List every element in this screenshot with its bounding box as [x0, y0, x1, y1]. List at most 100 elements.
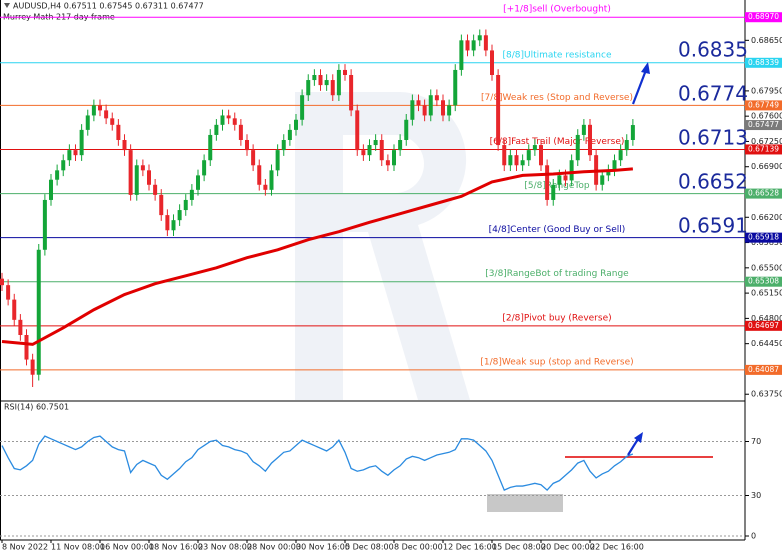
candle-body	[134, 165, 139, 195]
candle-body	[490, 50, 494, 75]
candle-body	[165, 215, 170, 231]
candle-body	[18, 319, 23, 335]
candle-body	[392, 150, 396, 166]
candle-body	[91, 105, 96, 116]
level-label: [3/8]RangeBot of trading Range	[485, 269, 629, 279]
candle-body	[477, 35, 482, 41]
candle-body	[287, 129, 292, 140]
candle-body	[324, 80, 329, 86]
candle-body	[434, 95, 439, 101]
candle-body	[196, 175, 200, 190]
last-price-box	[745, 120, 782, 131]
candle-body	[336, 69, 341, 96]
level-price-box	[745, 144, 782, 155]
level-price-box	[745, 188, 782, 199]
trend-arrow	[631, 69, 648, 105]
candle-body	[447, 105, 452, 116]
candle-body	[42, 199, 47, 250]
candle-body	[569, 160, 574, 181]
candle-body	[539, 145, 543, 166]
level-price-box	[745, 57, 782, 68]
candle-body	[220, 115, 225, 125]
candle-body	[563, 175, 568, 181]
symbol-icon	[4, 3, 10, 8]
candle-body	[459, 40, 464, 70]
candle-body	[373, 140, 378, 146]
level-price-label: 0.64697	[748, 321, 779, 330]
y-tick-label: 0.64800	[751, 314, 782, 323]
level-label: [8/8]Ultimate resistance	[503, 50, 612, 60]
candle-body	[367, 145, 372, 156]
candle-body	[294, 119, 298, 130]
candle-body	[502, 145, 507, 166]
arrows	[627, 62, 650, 456]
level-price-label: 0.65308	[748, 277, 779, 286]
candle-body	[6, 285, 11, 300]
watermark	[295, 92, 470, 400]
candle-body	[300, 95, 305, 120]
level-price-label: 0.68970	[748, 12, 779, 21]
x-tick-label: 11 Nov 08:00	[51, 543, 105, 552]
candle-body	[147, 170, 151, 185]
level-annotation: 0.6713	[678, 126, 748, 150]
candle-body	[116, 124, 121, 140]
candle-body	[275, 150, 280, 171]
candle-body	[508, 155, 513, 166]
level-annotation: 0.6591	[678, 214, 748, 238]
candle-body	[312, 75, 317, 81]
y-tick-label: 0.65500	[751, 263, 782, 272]
candle-body	[514, 155, 519, 166]
candle-body	[251, 150, 256, 166]
candle-body	[318, 75, 323, 86]
y-tick-label: 70	[751, 437, 761, 446]
candle-body	[545, 165, 550, 200]
level-price-box	[745, 12, 782, 23]
y-tick-label: 0.63750	[751, 390, 782, 399]
x-tick-label: 16 Nov 00:00	[100, 543, 154, 552]
candle-body	[226, 115, 231, 119]
candle-body	[588, 124, 592, 156]
x-tick-label: 18 Nov 16:00	[149, 543, 203, 552]
candle-body	[330, 80, 335, 96]
level-label: [5/8]RangeTop	[524, 181, 590, 191]
candle-body	[575, 134, 580, 161]
candle-body	[208, 134, 213, 161]
candle-body	[600, 175, 605, 185]
x-tick-label: 15 Dec 08:00	[492, 543, 546, 552]
level-annotation: 0.6835	[678, 38, 748, 62]
last-price-label: 0.67477	[748, 120, 779, 129]
level-price-box	[745, 364, 782, 375]
y-tick-label: 0.65150	[751, 289, 782, 298]
candle-body	[85, 115, 90, 130]
y-tick-label: 0.68650	[751, 36, 782, 45]
x-tick-label: 28 Nov 00:00	[247, 543, 301, 552]
candle-body	[606, 170, 611, 176]
candle-body	[361, 150, 366, 156]
level-label: [+1/8]sell (Overbought)	[503, 5, 611, 15]
candle-body	[61, 160, 66, 171]
candle-body	[441, 100, 445, 116]
candle-body	[0, 278, 4, 286]
level-price-box	[745, 276, 782, 287]
candle-body	[98, 105, 102, 111]
level-annotation: 0.6652	[678, 170, 748, 194]
candle-body	[465, 40, 470, 51]
y-tick-label: 0	[751, 532, 756, 541]
level-price-label: 0.64087	[748, 365, 779, 374]
candle-body	[73, 150, 78, 156]
candle-body	[49, 179, 53, 200]
level-label: [4/8]Center (Good Buy or Sell)	[489, 225, 626, 235]
candle-body	[496, 75, 501, 146]
x-tick-label: 8 Dec 00:00	[394, 543, 443, 552]
candle-body	[581, 124, 586, 135]
candle-body	[128, 150, 133, 195]
level-price-label: 0.67139	[748, 144, 779, 153]
candle-body	[379, 140, 384, 161]
candle-body	[171, 220, 176, 231]
candle-body	[30, 359, 35, 375]
level-label: [1/8]Weak sup (stop and Reverse)	[480, 357, 633, 367]
candle-body	[67, 150, 72, 161]
candle-body	[612, 160, 617, 171]
